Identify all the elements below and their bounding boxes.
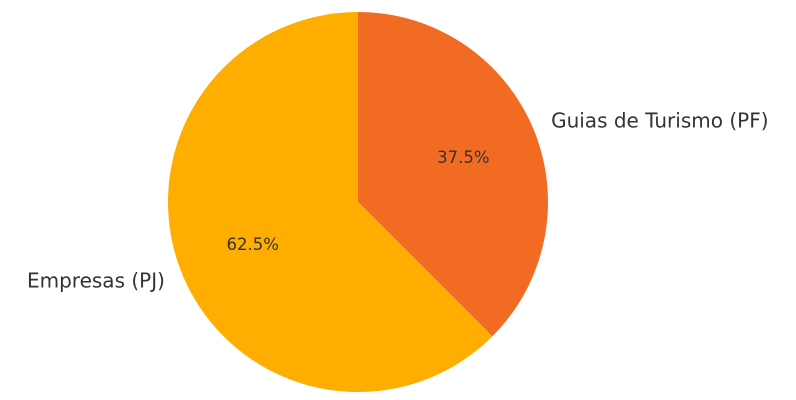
pie-slices	[168, 12, 548, 392]
pie-slice-guias-de-turismo-pf	[358, 12, 548, 337]
slice-percent-guias-de-turismo-pf: 37.5%	[437, 148, 489, 167]
slice-label-guias-de-turismo-pf: Guias de Turismo (PF)	[551, 109, 768, 133]
slice-label-empresas-pj: Empresas (PJ)	[27, 268, 165, 292]
slice-percent-empresas-pj: 62.5%	[226, 235, 278, 254]
pie-slice-empresas-pj	[168, 12, 493, 392]
pie-labels: Guias de Turismo (PF) 37.5% Empresas (PJ) 6…	[27, 109, 769, 293]
